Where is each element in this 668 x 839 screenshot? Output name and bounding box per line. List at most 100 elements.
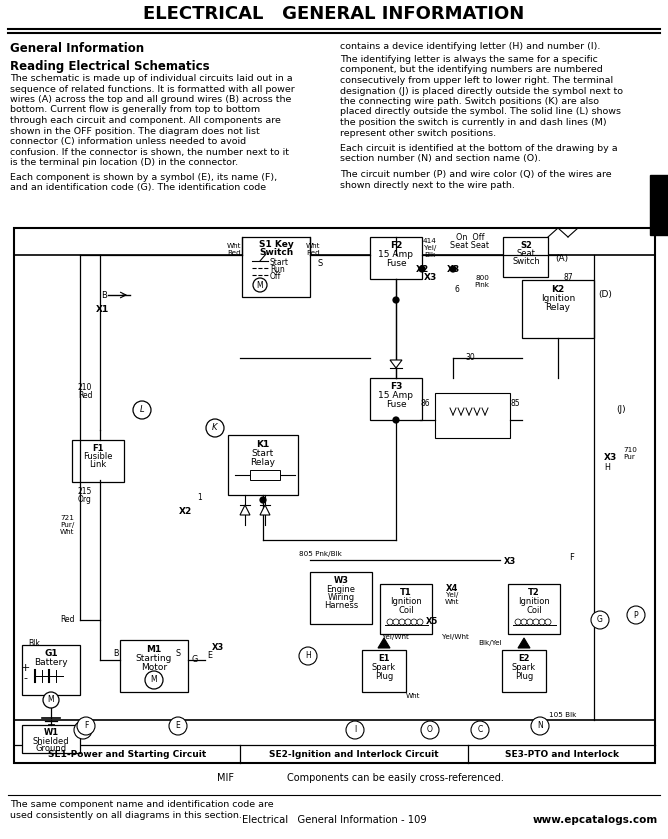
Text: F: F bbox=[570, 554, 574, 562]
Text: Relay: Relay bbox=[546, 303, 570, 312]
Text: X4: X4 bbox=[446, 584, 458, 593]
Bar bbox=[14, 228, 655, 763]
Circle shape bbox=[411, 619, 417, 625]
Circle shape bbox=[521, 619, 527, 625]
Circle shape bbox=[539, 619, 545, 625]
Text: K2: K2 bbox=[551, 285, 564, 294]
Text: E1: E1 bbox=[378, 654, 389, 663]
Text: S2: S2 bbox=[520, 241, 532, 250]
Text: Switch: Switch bbox=[259, 248, 293, 257]
Text: Ignition: Ignition bbox=[518, 597, 550, 606]
Circle shape bbox=[260, 497, 266, 503]
Text: shown in the OFF position. The diagram does not list: shown in the OFF position. The diagram d… bbox=[10, 127, 260, 136]
Text: E: E bbox=[176, 722, 180, 731]
Text: X3: X3 bbox=[446, 265, 460, 274]
Text: the connecting wire path. Switch positions (K) are also: the connecting wire path. Switch positio… bbox=[340, 97, 599, 106]
Text: Relay: Relay bbox=[250, 458, 275, 467]
Text: F1: F1 bbox=[92, 444, 104, 453]
Circle shape bbox=[387, 619, 393, 625]
Circle shape bbox=[393, 619, 399, 625]
Text: Spark: Spark bbox=[372, 663, 396, 672]
Text: Fusible: Fusible bbox=[84, 452, 113, 461]
Text: B: B bbox=[101, 290, 107, 300]
Polygon shape bbox=[518, 638, 530, 648]
Circle shape bbox=[74, 721, 92, 739]
Circle shape bbox=[393, 297, 399, 303]
Text: T2: T2 bbox=[528, 588, 540, 597]
Text: H: H bbox=[604, 463, 610, 472]
Text: X3: X3 bbox=[504, 557, 516, 566]
Bar bbox=[435, 393, 510, 438]
Text: The identifying letter is always the same for a specific: The identifying letter is always the sam… bbox=[340, 55, 598, 64]
Text: B: B bbox=[114, 649, 119, 658]
Text: placed directly outside the symbol. The solid line (L) shows: placed directly outside the symbol. The … bbox=[340, 107, 621, 117]
Text: W3: W3 bbox=[333, 576, 349, 585]
Text: designation (J) is placed directly outside the symbol next to: designation (J) is placed directly outsi… bbox=[340, 86, 623, 96]
Text: Run: Run bbox=[270, 265, 285, 274]
Text: P: P bbox=[634, 611, 639, 619]
Text: C: C bbox=[478, 726, 482, 734]
Text: M: M bbox=[151, 675, 157, 685]
Text: Motor: Motor bbox=[141, 663, 167, 672]
Circle shape bbox=[533, 619, 539, 625]
Text: Pur: Pur bbox=[623, 454, 635, 460]
Text: G1: G1 bbox=[44, 649, 58, 658]
Text: Wht: Wht bbox=[60, 529, 75, 535]
Text: S: S bbox=[318, 258, 323, 268]
Text: (A): (A) bbox=[555, 253, 568, 263]
Circle shape bbox=[399, 619, 405, 625]
Text: F: F bbox=[84, 722, 88, 731]
Text: component, but the identifying numbers are numbered: component, but the identifying numbers a… bbox=[340, 65, 603, 75]
Text: +: + bbox=[20, 663, 29, 673]
Text: 210: 210 bbox=[78, 383, 92, 393]
Text: X3: X3 bbox=[604, 454, 617, 462]
Text: G: G bbox=[597, 616, 603, 624]
Circle shape bbox=[206, 419, 224, 437]
Text: Plug: Plug bbox=[515, 672, 533, 681]
Text: Yel/Wht: Yel/Wht bbox=[381, 634, 408, 640]
Text: Pink: Pink bbox=[474, 282, 490, 288]
Text: Blk: Blk bbox=[424, 252, 436, 258]
Text: Engine: Engine bbox=[327, 585, 355, 594]
Text: S: S bbox=[176, 649, 180, 658]
Text: Wiring: Wiring bbox=[327, 593, 355, 602]
Circle shape bbox=[145, 671, 163, 689]
Polygon shape bbox=[240, 505, 250, 515]
Text: Yel/Wht: Yel/Wht bbox=[442, 634, 468, 640]
Text: shown directly next to the wire path.: shown directly next to the wire path. bbox=[340, 180, 515, 190]
Text: H: H bbox=[305, 652, 311, 660]
Bar bbox=[242, 237, 310, 297]
Text: E: E bbox=[208, 650, 212, 659]
Bar bbox=[22, 725, 80, 753]
Text: Coil: Coil bbox=[398, 606, 414, 615]
Text: Wht: Wht bbox=[405, 693, 420, 699]
Text: The schematic is made up of individual circuits laid out in a: The schematic is made up of individual c… bbox=[10, 74, 293, 83]
Text: 87: 87 bbox=[563, 274, 573, 283]
Text: Ignition: Ignition bbox=[390, 597, 422, 606]
Polygon shape bbox=[378, 638, 390, 648]
Text: X2: X2 bbox=[415, 265, 429, 274]
Text: Link: Link bbox=[90, 460, 107, 469]
Bar bbox=[22, 645, 80, 695]
Text: Battery: Battery bbox=[34, 658, 68, 667]
Text: Start: Start bbox=[270, 258, 289, 267]
Text: the position the switch is currently in and dash lines (M): the position the switch is currently in … bbox=[340, 118, 607, 127]
Circle shape bbox=[417, 619, 423, 625]
Text: 215: 215 bbox=[78, 487, 92, 497]
Text: X1: X1 bbox=[96, 305, 110, 315]
Text: X3: X3 bbox=[424, 274, 437, 283]
Text: Fuse: Fuse bbox=[385, 400, 406, 409]
Circle shape bbox=[471, 721, 489, 739]
Text: Org: Org bbox=[78, 494, 92, 503]
Text: E2: E2 bbox=[518, 654, 530, 663]
Text: (J): (J) bbox=[616, 405, 626, 414]
Text: Seat Seat: Seat Seat bbox=[450, 241, 490, 250]
Circle shape bbox=[43, 692, 59, 708]
Circle shape bbox=[419, 266, 425, 272]
Text: Red: Red bbox=[227, 250, 241, 256]
Text: Seat: Seat bbox=[516, 249, 536, 258]
Bar bbox=[508, 584, 560, 634]
Circle shape bbox=[591, 611, 609, 629]
Text: Each component is shown by a symbol (E), its name (F),: Each component is shown by a symbol (E),… bbox=[10, 173, 277, 181]
Text: 15 Amp: 15 Amp bbox=[379, 391, 413, 400]
